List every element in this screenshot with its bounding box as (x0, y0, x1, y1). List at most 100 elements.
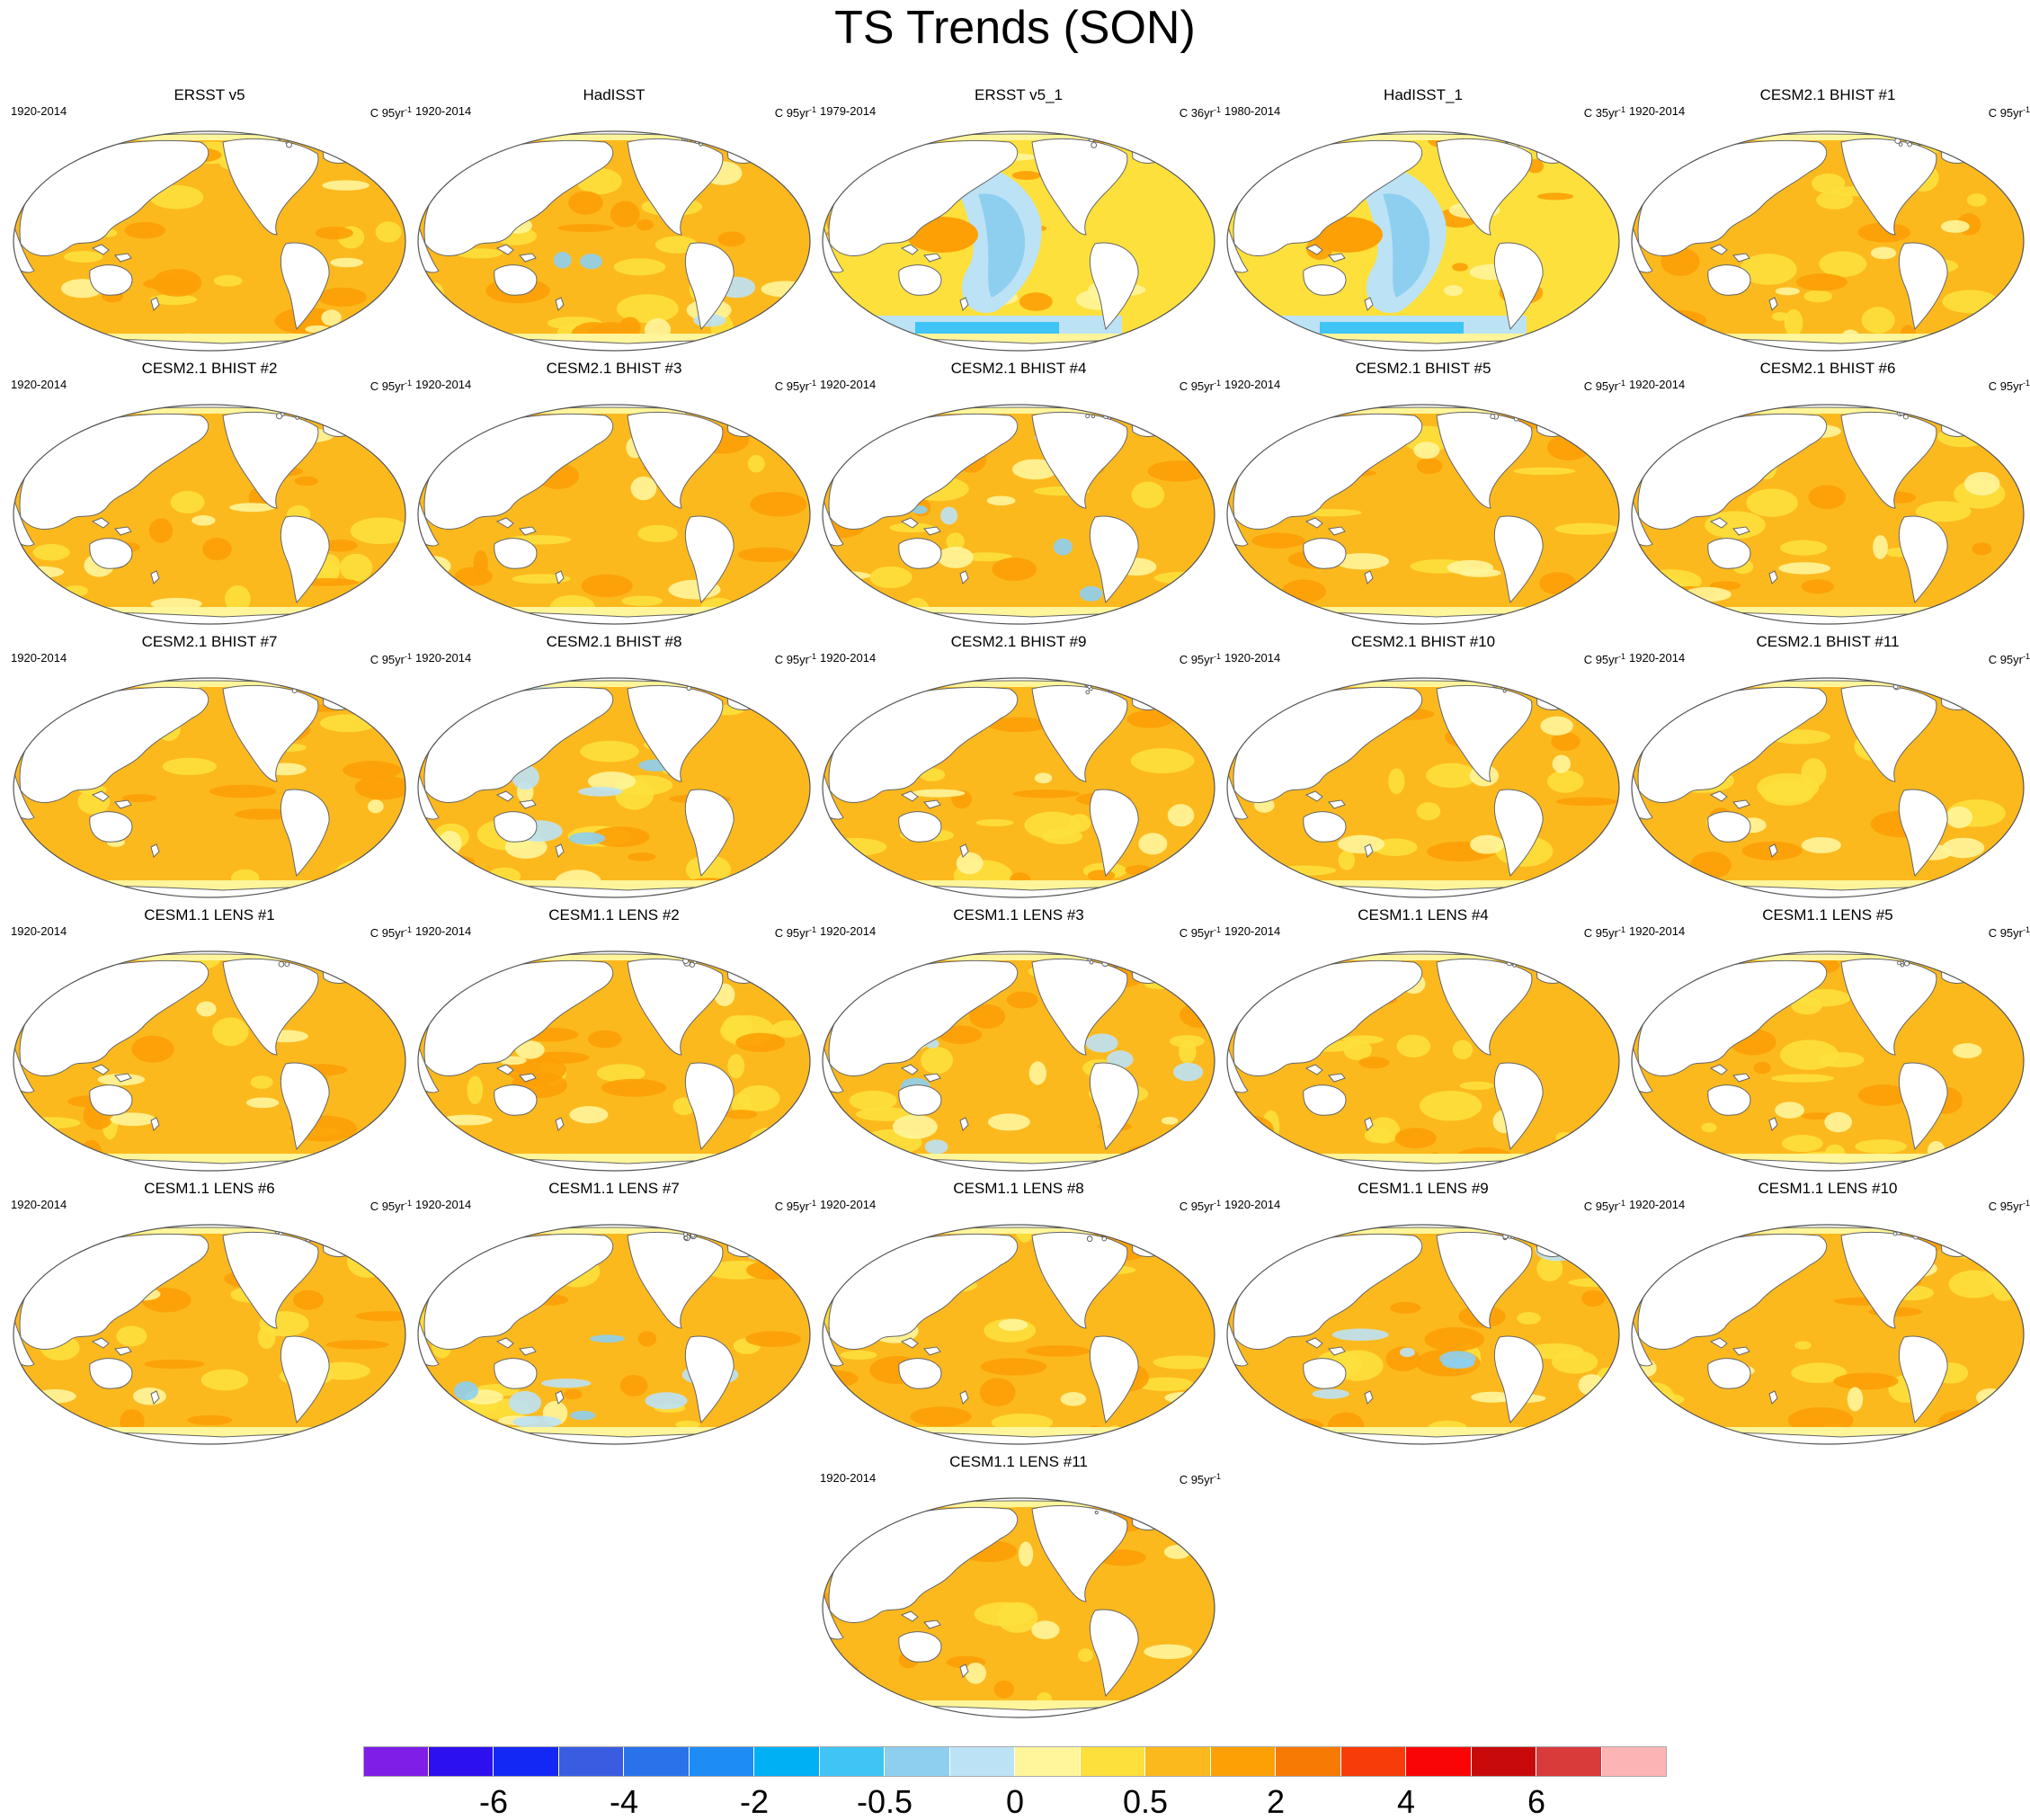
panel-title: CESM2.1 BHIST #6 (1759, 360, 1896, 377)
world-map (417, 677, 811, 898)
panel-units: C 95yr-1 (370, 923, 412, 941)
world-map (1631, 1224, 2025, 1445)
panel-units: C 95yr-1 (370, 649, 412, 667)
colorbar-swatch (624, 1746, 690, 1777)
panel-title: CESM1.1 LENS #8 (953, 1180, 1084, 1197)
map-panel: CESM1.1 LENS #2 1920-2014 C 95yr-1 (412, 906, 816, 1176)
panel-units-base: C 95yr (369, 926, 405, 940)
panel-period: 1920-2014 (1224, 378, 1281, 391)
panel-period: 1920-2014 (11, 924, 67, 938)
colorbar-tick-label: 0.5 (1122, 1783, 1169, 1820)
colorbar-frame (363, 1746, 1667, 1777)
panel-units-exponent: -1 (1617, 652, 1625, 661)
map-panel: HadISST 1920-2014 C 95yr-1 (412, 86, 816, 356)
world-map (822, 404, 1215, 625)
panel-units-base: C 95yr (1179, 379, 1214, 393)
map-panel: CESM1.1 LENS #7 1920-2014 C 95yr-1 (412, 1180, 816, 1450)
panel-units-base: C 95yr (1179, 926, 1214, 940)
panel-units: C 95yr-1 (370, 103, 412, 120)
world-map (822, 1224, 1215, 1445)
colorbar-tick-label: -4 (609, 1783, 638, 1820)
world-map (417, 404, 811, 625)
map-panel: CESM2.1 BHIST #4 1920-2014 C 95yr-1 (816, 360, 1221, 629)
panel-units-exponent: -1 (1213, 925, 1221, 934)
panel-units-exponent: -1 (1617, 379, 1625, 388)
map-panel: CESM1.1 LENS #9 1920-2014 C 95yr-1 (1221, 1180, 1625, 1450)
panel-units: C 95yr-1 (1584, 1196, 1625, 1214)
panel-units-base: C 95yr (1179, 1473, 1214, 1486)
panel-title: CESM1.1 LENS #2 (548, 906, 680, 923)
panel-units-exponent: -1 (808, 925, 816, 934)
map-panel: CESM2.1 BHIST #3 1920-2014 C 95yr-1 (412, 360, 816, 629)
panel-period: 1920-2014 (1224, 1198, 1281, 1211)
panel-title: HadISST_1 (1384, 86, 1463, 103)
panel-title: CESM2.1 BHIST #7 (141, 633, 278, 650)
map-panel: CESM1.1 LENS #1 1920-2014 C 95yr-1 (7, 906, 412, 1176)
panel-units-exponent: -1 (1617, 1199, 1625, 1208)
panel-period: 1920-2014 (1224, 651, 1281, 665)
world-map (822, 1497, 1215, 1718)
world-map (1226, 677, 1620, 898)
panel-units-exponent: -1 (2022, 652, 2030, 661)
panel-units-exponent: -1 (1213, 1472, 1221, 1481)
panel-units: C 95yr-1 (1584, 923, 1625, 941)
panel-units: C 36yr-1 (1180, 103, 1221, 120)
figure-title: TS Trends (SON) (834, 2, 1196, 54)
panel-title: CESM2.1 BHIST #8 (546, 633, 682, 650)
panel-units-base: C 35yr (1583, 106, 1618, 120)
panel-units-exponent: -1 (2022, 379, 2030, 388)
world-map (13, 950, 406, 1172)
colorbar-tick-label: 6 (1527, 1783, 1546, 1820)
map-panel: CESM1.1 LENS #6 1920-2014 C 95yr-1 (7, 1180, 412, 1450)
map-panel: CESM1.1 LENS #11 1920-2014 C 95yr-1 (816, 1453, 1221, 1723)
panel-units-exponent: -1 (1617, 105, 1625, 114)
panel-units-base: C 36yr (1179, 106, 1214, 120)
panel-units: C 95yr-1 (1989, 376, 2030, 394)
world-map (1631, 950, 2025, 1172)
panel-units: C 95yr-1 (775, 923, 816, 941)
panel-units-exponent: -1 (1213, 105, 1221, 114)
panel-units: C 95yr-1 (370, 1196, 412, 1214)
panel-units: C 95yr-1 (1989, 1196, 2030, 1214)
world-map (1631, 404, 2025, 625)
panel-title: CESM2.1 BHIST #11 (1756, 633, 1900, 650)
panel-title: CESM2.1 BHIST #3 (546, 360, 682, 377)
panel-period: 1920-2014 (1629, 924, 1686, 938)
panel-units-base: C 95yr (774, 379, 809, 393)
panel-units-exponent: -1 (404, 105, 412, 114)
panel-title: ERSST v5 (174, 86, 245, 103)
panel-units: C 95yr-1 (775, 1196, 816, 1214)
panel-title: CESM1.1 LENS #3 (953, 906, 1084, 923)
panel-units: C 95yr-1 (1180, 649, 1221, 667)
map-panel: CESM2.1 BHIST #2 1920-2014 C 95yr-1 (7, 360, 412, 629)
panel-units: C 35yr-1 (1584, 103, 1625, 120)
world-map (13, 1224, 406, 1445)
world-map (1226, 1224, 1620, 1445)
map-panel: CESM1.1 LENS #10 1920-2014 C 95yr-1 (1625, 1180, 2030, 1450)
panel-units-exponent: -1 (2022, 105, 2030, 114)
panel-units: C 95yr-1 (1989, 649, 2030, 667)
world-map (417, 1224, 811, 1445)
map-panel: CESM2.1 BHIST #11 1920-2014 C 95yr-1 (1625, 633, 2030, 903)
colorbar (363, 1746, 1667, 1777)
panel-units-base: C 95yr (774, 653, 809, 666)
panel-units-exponent: -1 (808, 105, 816, 114)
map-panel: CESM2.1 BHIST #5 1920-2014 C 95yr-1 (1221, 360, 1625, 629)
colorbar-tick-label: -0.5 (856, 1783, 913, 1820)
map-panel: CESM2.1 BHIST #10 1920-2014 C 95yr-1 (1221, 633, 1625, 903)
world-map (822, 130, 1215, 352)
map-panel: CESM2.1 BHIST #7 1920-2014 C 95yr-1 (7, 633, 412, 903)
panel-title: CESM2.1 BHIST #9 (950, 633, 1087, 650)
panel-units-exponent: -1 (1213, 1199, 1221, 1208)
panel-units: C 95yr-1 (1180, 923, 1221, 941)
panel-title: CESM2.1 BHIST #1 (1759, 86, 1896, 103)
panel-units-base: C 95yr (1179, 653, 1214, 666)
panel-units-exponent: -1 (2022, 925, 2030, 934)
colorbar-swatch (558, 1746, 624, 1777)
world-map (1226, 130, 1620, 352)
panel-period: 1920-2014 (11, 378, 67, 391)
panel-units-base: C 95yr (1583, 653, 1618, 666)
panel-units-base: C 95yr (369, 1200, 405, 1213)
panel-units: C 95yr-1 (1180, 376, 1221, 394)
panel-units: C 95yr-1 (370, 376, 412, 394)
